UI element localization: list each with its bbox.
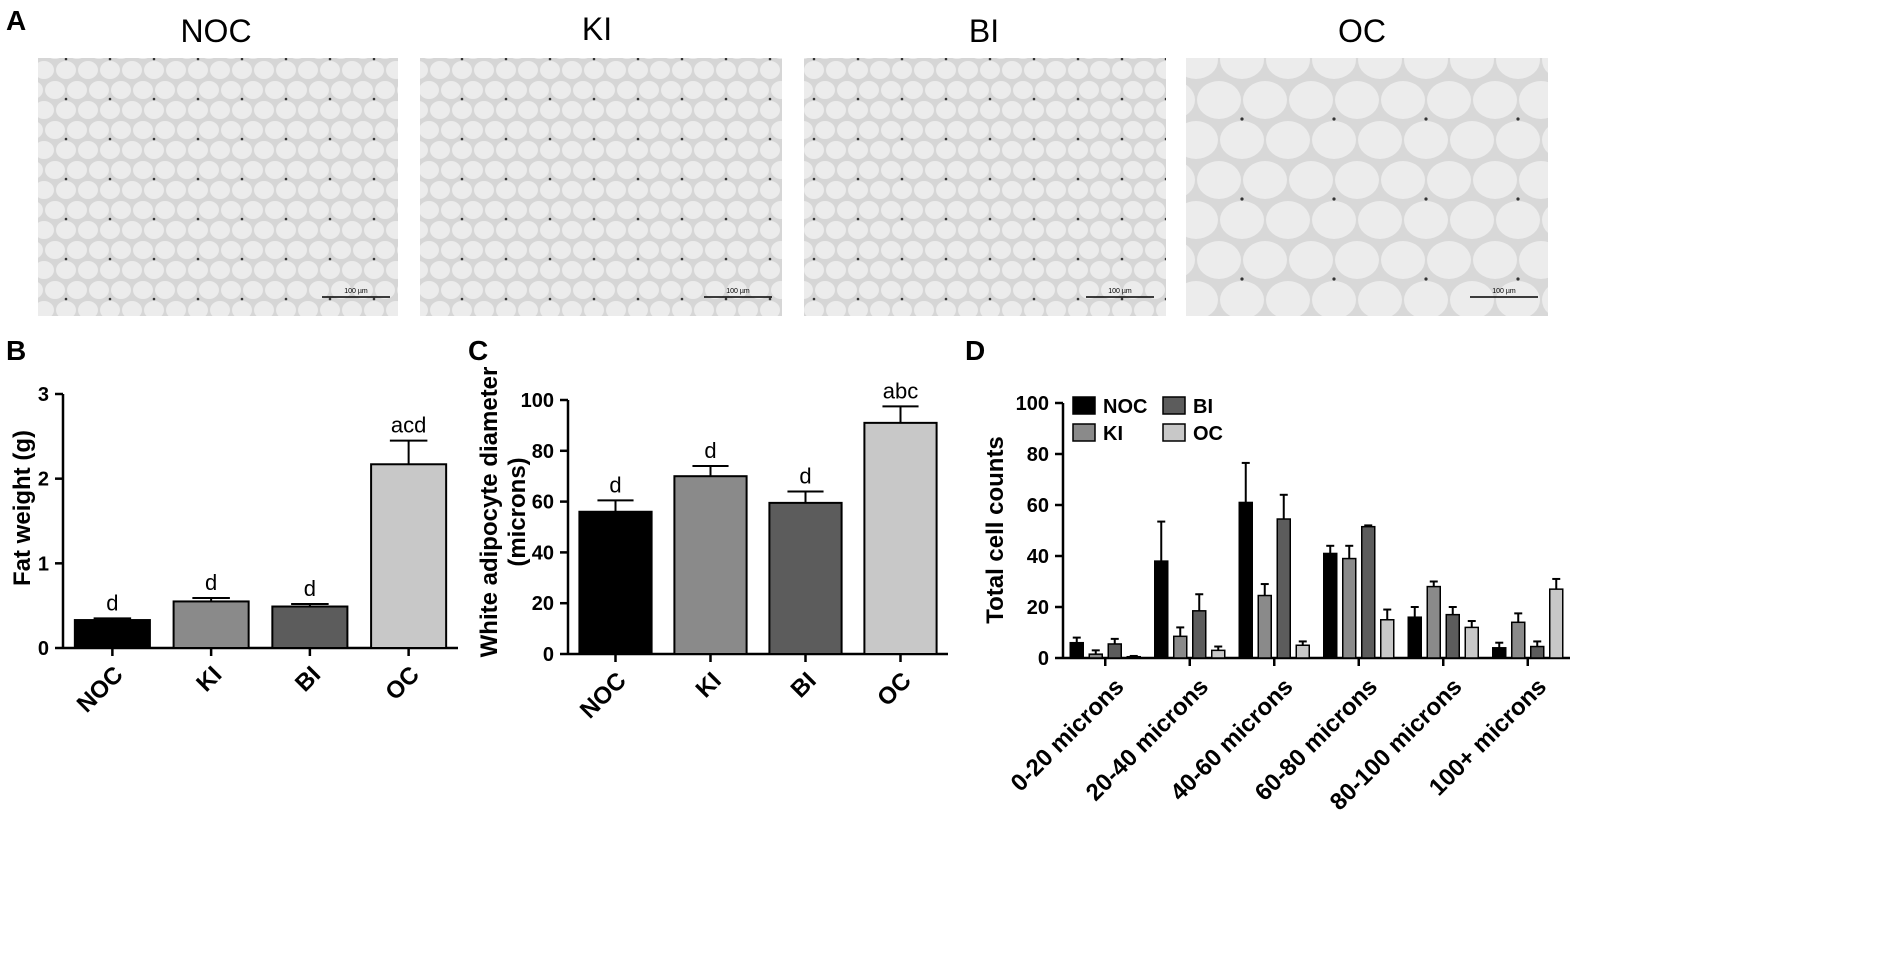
chart-b-xtick-label: NOC (72, 661, 129, 718)
chart-b-bar-bi (271, 605, 349, 649)
chart-d-ytick-label: 80 (1027, 444, 1049, 466)
chart-d-ytick-label: 40 (1027, 546, 1049, 568)
chart-d-ytick-label: 60 (1027, 495, 1049, 517)
chart-b-xtick-label: OC (380, 661, 425, 706)
chart-c-plot: 0 20 40 60 80 100 d NOC d KI d BI abc OC (521, 378, 948, 724)
chart-d-bar-oc (1380, 619, 1395, 659)
chart-c-sig-label: d (799, 463, 811, 488)
chart-b-ytick-label: 0 (38, 638, 49, 660)
chart-b-xtick-label: KI (191, 661, 227, 697)
chart-d-bar-ki (1342, 557, 1357, 659)
chart-b-ytick-label: 1 (38, 553, 49, 575)
scale-bar-label: 100 µm (726, 288, 750, 295)
micrograph-ki: 100 µm (420, 58, 782, 316)
chart-b-ytick-label: 3 (38, 384, 49, 406)
chart-d-bar-ki (1257, 594, 1272, 659)
chart-b-bar-oc (370, 463, 448, 650)
panel-label-c: C (468, 335, 488, 366)
chart-c-ytick-label: 100 (521, 390, 554, 412)
chart-c-bar-noc (578, 510, 653, 656)
chart-d-bar-bi (1445, 613, 1460, 659)
chart-b-bar-ki (172, 600, 250, 650)
chart-c-ylabel-line1: White adipocyte diameter (476, 367, 503, 658)
chart-c-bar-bi (768, 501, 843, 655)
chart-d-bar-bi (1276, 518, 1291, 659)
chart-b-bar-noc (73, 619, 151, 649)
chart-d-legend: NOC BI KI OC (1072, 396, 1223, 445)
chart-c-sig-label: abc (883, 378, 918, 403)
chart-b-sig-label: d (304, 576, 316, 601)
scale-bar-label: 100 µm (1108, 288, 1132, 295)
chart-c-ytick-label: 40 (532, 542, 554, 564)
micrograph-noc: 100 µm (38, 58, 398, 316)
chart-d-ylabel: Total cell counts (982, 436, 1009, 624)
chart-c-xtick-label: OC (872, 667, 917, 712)
chart-d-bar-noc (1323, 552, 1338, 659)
chart-d-bar-ki (1173, 635, 1188, 659)
micrograph-title-noc: NOC (180, 13, 251, 49)
chart-c-ytick-label: 0 (543, 644, 554, 666)
micrograph-title-ki: KI (582, 11, 612, 47)
chart-d-bar-oc (1211, 649, 1226, 659)
legend-swatch-ki (1072, 423, 1096, 442)
legend-label-ki: KI (1103, 423, 1123, 445)
chart-c-sig-label: d (609, 472, 621, 497)
chart-b-plot: 0 1 2 3 d NOC d KI d BI acd OC (38, 384, 458, 718)
chart-d-bar-bi (1361, 525, 1376, 659)
chart-c-sig-label: d (704, 438, 716, 463)
chart-c-bar-oc (863, 421, 938, 655)
legend-swatch-oc (1162, 423, 1186, 442)
chart-c-ytick-label: 60 (532, 492, 554, 514)
chart-c: White adipocyte diameter (microns) 0 20 40… (476, 367, 948, 724)
chart-d-bar-noc (1492, 647, 1507, 659)
legend-label-noc: NOC (1103, 396, 1147, 418)
chart-d-bar-oc (1464, 626, 1479, 659)
chart-b-sig-label: d (106, 590, 118, 615)
chart-d-bar-noc (1238, 501, 1253, 659)
scale-bar-label: 100 µm (1492, 288, 1516, 295)
chart-d-bar-ki (1088, 653, 1103, 659)
chart-d-ytick-label: 20 (1027, 597, 1049, 619)
chart-d-bar-bi (1107, 643, 1122, 659)
chart-d-bar-noc (1407, 616, 1422, 659)
micrograph-bi: 100 µm (804, 58, 1166, 316)
chart-d-bar-ki (1426, 585, 1441, 659)
chart-d-ytick-label: 0 (1038, 648, 1049, 670)
chart-b-ylabel: Fat weight (g) (9, 430, 36, 586)
chart-c-xtick-label: NOC (575, 667, 632, 724)
legend-swatch-noc (1072, 396, 1096, 415)
micrograph-title-oc: OC (1338, 13, 1386, 49)
chart-d-ytick-label: 100 (1016, 393, 1049, 415)
legend-swatch-bi (1162, 396, 1186, 415)
legend-label-oc: OC (1193, 423, 1223, 445)
panel-label-b: B (6, 335, 26, 366)
chart-b-ytick-label: 2 (38, 469, 49, 491)
chart-c-bar-ki (673, 475, 748, 656)
panel-label-a: A (6, 5, 26, 36)
chart-d-bar-oc (1295, 644, 1310, 659)
chart-d-bar-noc (1069, 641, 1084, 659)
chart-c-xtick-label: BI (786, 667, 822, 703)
chart-c-ytick-label: 80 (532, 441, 554, 463)
chart-d-bar-ki (1511, 621, 1526, 659)
chart-d-bar-noc (1154, 560, 1169, 659)
chart-d-bar-oc (1549, 588, 1564, 659)
scale-bar-label: 100 µm (344, 288, 368, 295)
chart-b: Fat weight (g) 0 1 2 3 d NOC d KI d BI acd OC (9, 384, 458, 718)
legend-label-bi: BI (1193, 396, 1213, 418)
chart-c-xtick-label: KI (691, 667, 727, 703)
chart-c-ylabel-line2: (microns) (504, 457, 531, 566)
chart-b-sig-label: d (205, 570, 217, 595)
panel-label-d: D (965, 335, 985, 366)
micrograph-title-bi: BI (969, 13, 999, 49)
chart-b-xtick-label: BI (290, 661, 326, 697)
chart-d-bar-bi (1192, 610, 1207, 659)
micrograph-oc: 100 µm (1186, 58, 1548, 316)
chart-d-bar-bi (1530, 645, 1545, 659)
chart-c-ytick-label: 20 (532, 593, 554, 615)
chart-b-sig-label: acd (391, 413, 426, 438)
